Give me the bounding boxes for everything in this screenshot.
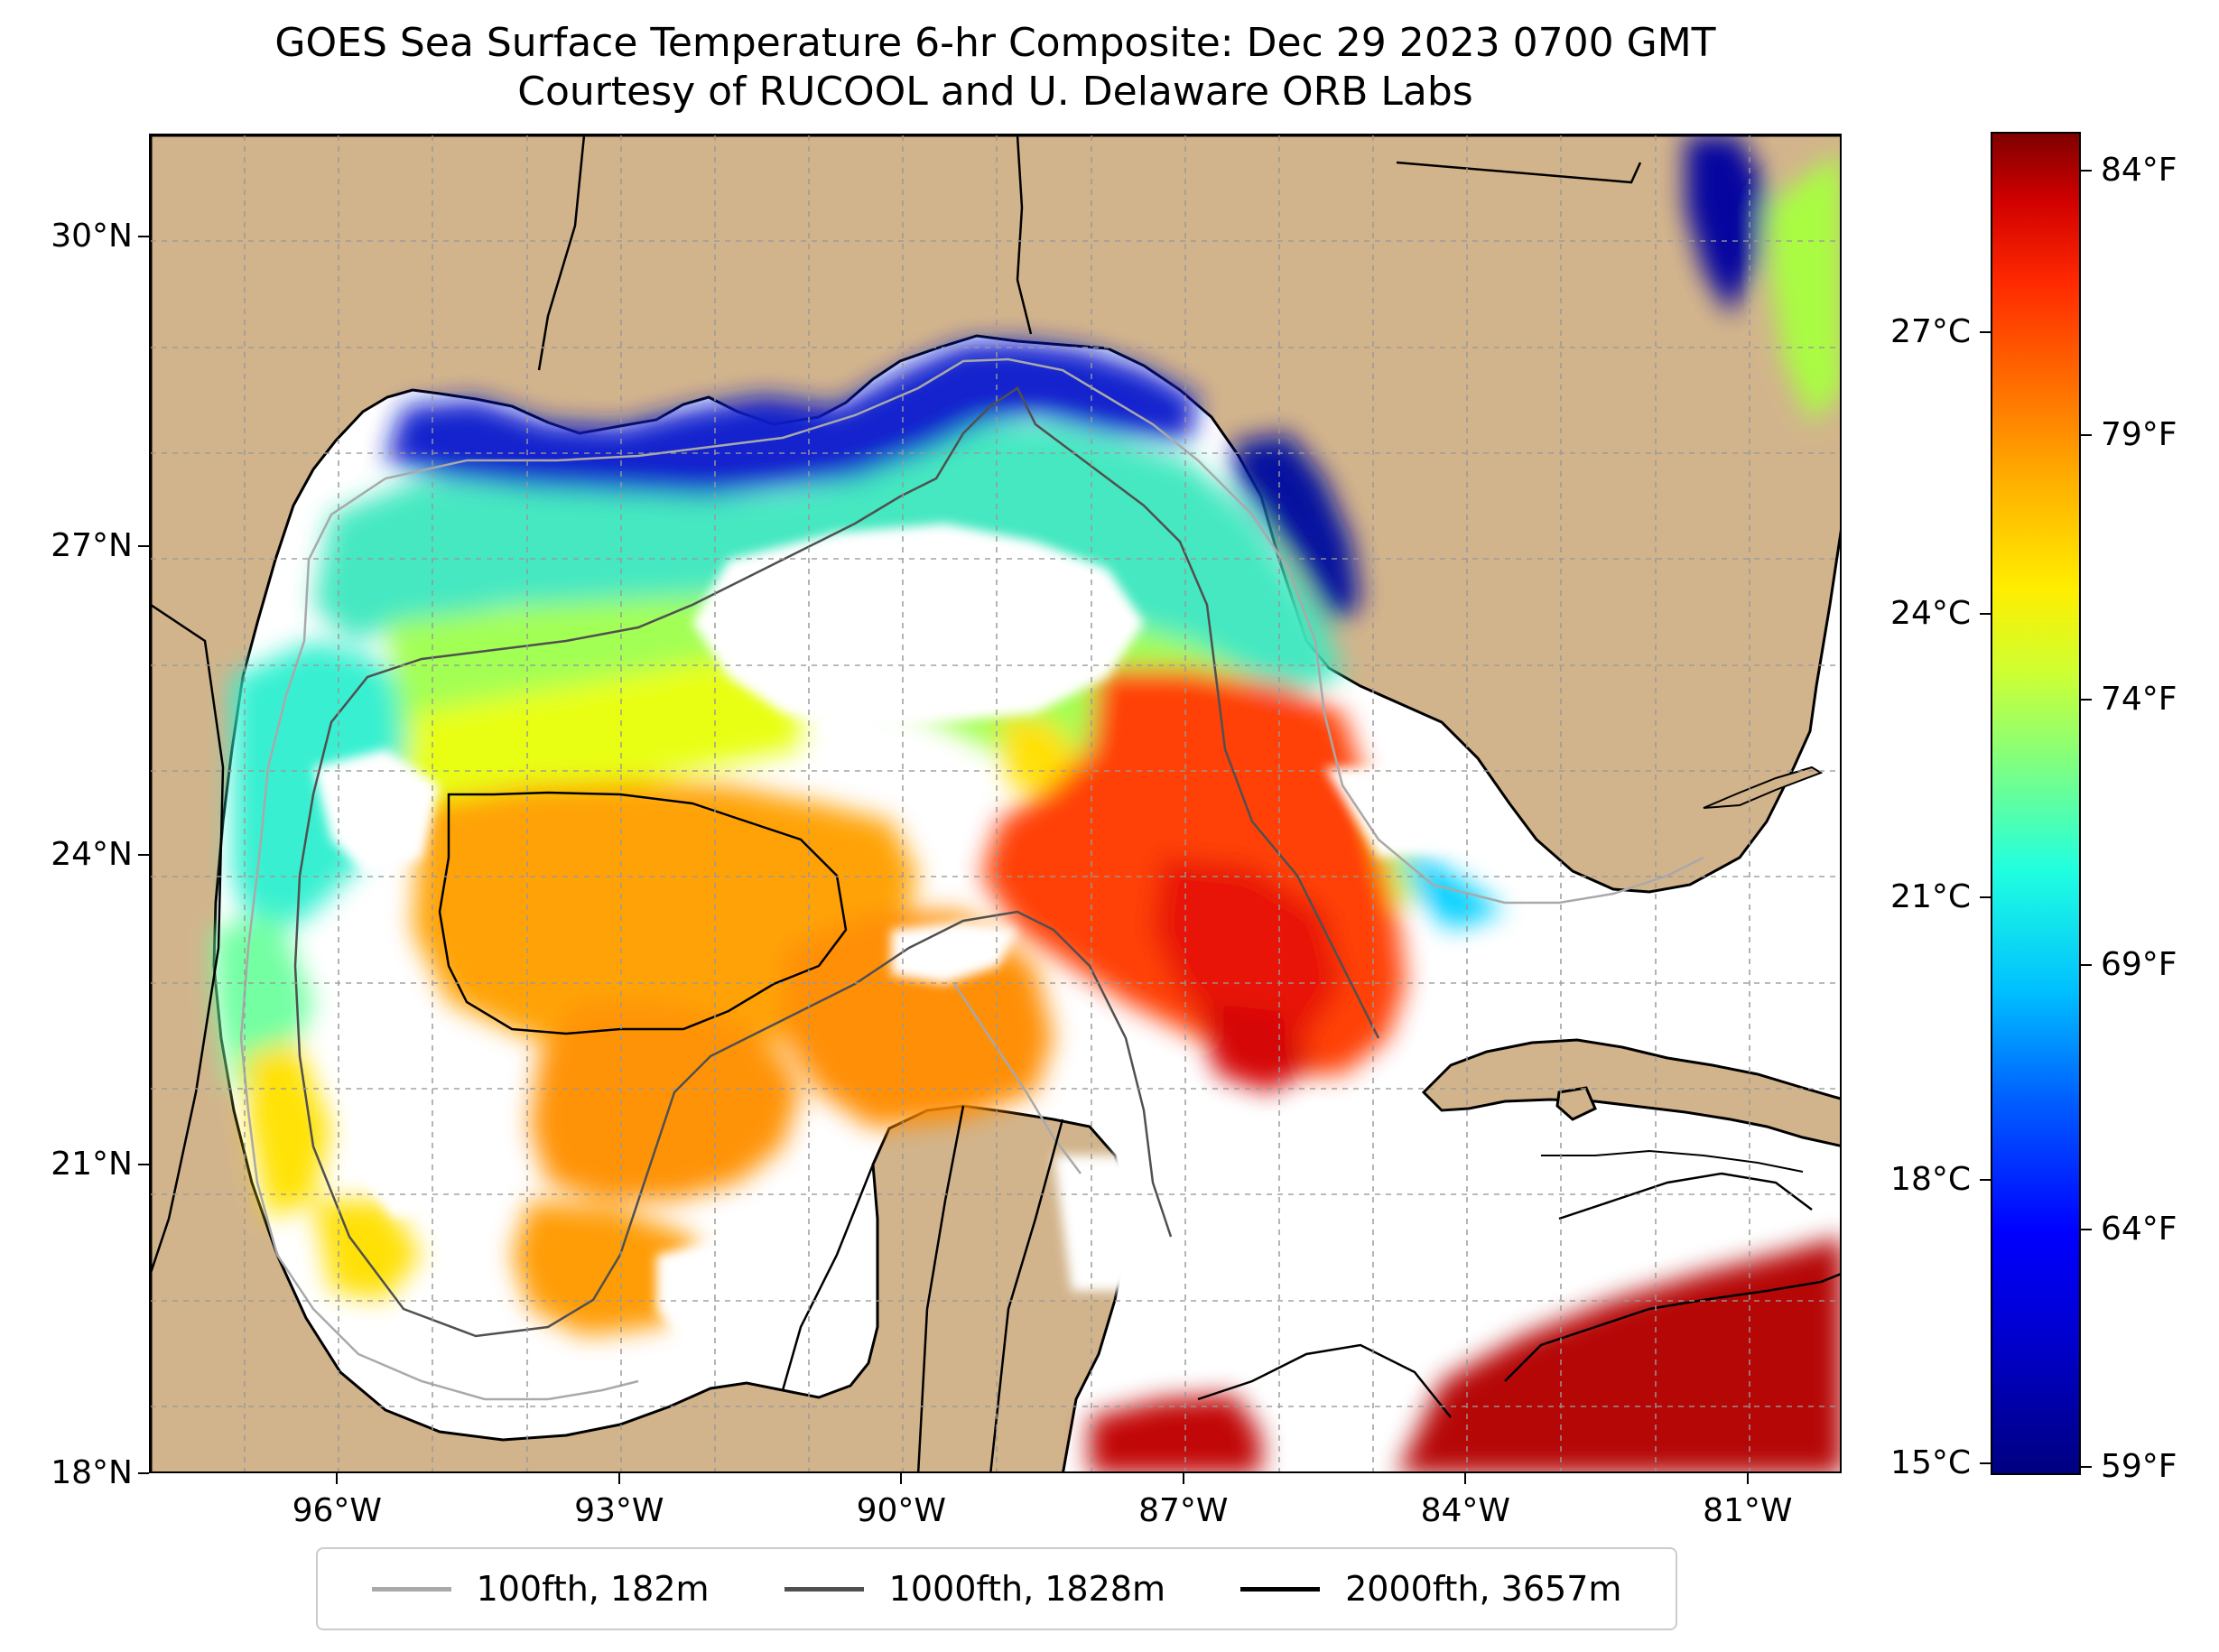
lat-tick-mark <box>138 236 149 238</box>
colorbar-celsius-tick <box>1980 896 1991 899</box>
lon-tick-mark <box>336 1473 339 1484</box>
lon-tick-label: 81°W <box>1703 1492 1793 1529</box>
contour-2000fth <box>438 791 1840 1418</box>
lon-tick-label: 96°W <box>292 1492 383 1529</box>
sst-map-canvas <box>151 135 1840 1471</box>
lat-tick-label: 24°N <box>51 836 133 874</box>
legend-label-2000fth: 2000fth, 3657m <box>1345 1569 1622 1609</box>
lon-tick-label: 87°W <box>1138 1492 1229 1529</box>
lat-tick-label: 27°N <box>51 526 133 564</box>
colorbar-fahrenheit-tick <box>2081 1228 2092 1230</box>
lat-tick-label: 30°N <box>51 218 133 255</box>
lon-tick-mark <box>1182 1473 1184 1484</box>
colorbar-celsius-label: 24°C <box>1890 595 1971 633</box>
lat-tick-mark <box>138 1472 149 1474</box>
graticule <box>151 135 1840 1471</box>
legend-item-1000fth: 1000fth, 1828m <box>784 1569 1165 1609</box>
colorbar-fahrenheit-label: 59°F <box>2101 1448 2177 1486</box>
legend-label-100fth: 100fth, 182m <box>476 1569 710 1609</box>
lon-tick-label: 90°W <box>856 1492 947 1529</box>
land-layer <box>151 135 1840 1471</box>
map-title-line-2: Courtesy of RUCOOL and U. Delaware ORB L… <box>517 69 1473 115</box>
lon-tick-label: 84°W <box>1420 1492 1511 1529</box>
lat-tick-label: 18°N <box>51 1454 133 1491</box>
lat-tick-label: 21°N <box>51 1145 133 1183</box>
lon-tick-mark <box>1746 1473 1749 1484</box>
colorbar-fahrenheit-tick <box>2081 699 2092 701</box>
lat-tick-mark <box>138 1163 149 1165</box>
legend-label-1000fth: 1000fth, 1828m <box>888 1569 1165 1609</box>
lon-tick-label: 93°W <box>574 1492 664 1529</box>
no-data-masks <box>313 524 1595 1363</box>
map-title-line-1: GOES Sea Surface Temperature 6-hr Compos… <box>274 20 1716 66</box>
legend-item-100fth: 100fth, 182m <box>371 1569 710 1609</box>
sst-map <box>149 134 1842 1473</box>
colorbar-fahrenheit-label: 74°F <box>2101 681 2177 719</box>
land-isle-of-youth <box>1555 1086 1597 1121</box>
lat-tick-mark <box>138 544 149 547</box>
colorbar-celsius-label: 21°C <box>1890 878 1971 916</box>
lon-tick-mark <box>900 1473 903 1484</box>
land-cuba <box>1421 1038 1840 1147</box>
colorbar-celsius-label: 27°C <box>1890 312 1971 350</box>
temperature-colorbar <box>1991 132 2081 1475</box>
land-north-america <box>151 135 1840 1471</box>
legend-swatch-100fth <box>371 1586 451 1592</box>
colorbar-fahrenheit-tick <box>2081 1466 2092 1469</box>
legend-swatch-2000fth <box>1240 1586 1321 1592</box>
colorbar-celsius-tick <box>1980 330 1991 333</box>
lon-tick-mark <box>617 1473 620 1484</box>
land-florida-keys <box>1703 766 1824 809</box>
colorbar-celsius-label: 18°C <box>1890 1160 1971 1198</box>
land-borders <box>151 135 1642 1471</box>
colorbar-fahrenheit-label: 69°F <box>2101 945 2177 983</box>
bathymetry-legend: 100fth, 182m 1000fth, 1828m 2000fth, 365… <box>316 1547 1677 1630</box>
colorbar-celsius-tick <box>1980 613 1991 616</box>
colorbar-celsius-label: 15°C <box>1890 1443 1971 1481</box>
contour-1000fth <box>293 386 1380 1338</box>
colorbar-celsius-tick <box>1980 1178 1991 1181</box>
legend-swatch-1000fth <box>784 1586 864 1592</box>
colorbar-fahrenheit-tick <box>2081 963 2092 966</box>
bathymetry-contours <box>239 357 1840 1418</box>
lon-tick-mark <box>1464 1473 1467 1484</box>
colorbar-fahrenheit-label: 64°F <box>2101 1210 2177 1248</box>
colorbar-fahrenheit-tick <box>2081 170 2092 172</box>
colorbar-fahrenheit-tick <box>2081 434 2092 437</box>
lat-tick-mark <box>138 854 149 857</box>
colorbar-celsius-tick <box>1980 1462 1991 1464</box>
colorbar-fahrenheit-label: 79°F <box>2101 416 2177 454</box>
legend-item-2000fth: 2000fth, 3657m <box>1240 1569 1621 1609</box>
colorbar-fahrenheit-label: 84°F <box>2101 152 2177 190</box>
